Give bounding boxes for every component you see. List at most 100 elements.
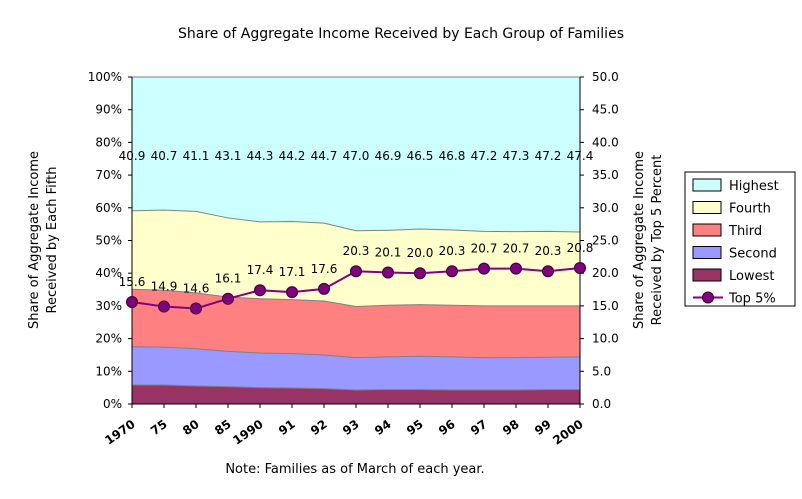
- top5-point: [382, 266, 394, 279]
- top5-point: [478, 262, 490, 275]
- top5-point: [446, 265, 458, 278]
- top5-data-label: 16.1: [215, 272, 242, 286]
- top5-data-label: 14.6: [183, 282, 210, 296]
- highest-data-label: 43.1: [215, 149, 242, 163]
- x-tick-label: 93: [340, 417, 362, 438]
- left-tick-label: 70%: [95, 168, 122, 182]
- top5-point: [126, 295, 138, 308]
- top5-point: [286, 286, 298, 299]
- legend-swatch: [692, 178, 722, 192]
- x-tick-label: 94: [372, 417, 394, 438]
- boundary-third: [131, 288, 580, 308]
- top5-data-label: 20.3: [343, 244, 370, 258]
- highest-data-label: 46.9: [375, 149, 402, 163]
- left-tick-label: 80%: [95, 135, 122, 149]
- highest-data-label: 47.0: [343, 149, 370, 163]
- x-tick-label: 96: [436, 417, 458, 438]
- top5-point: [350, 265, 362, 278]
- top5-data-label: 14.9: [151, 280, 178, 294]
- top5-point: [158, 300, 170, 313]
- legend-swatch-marker: [702, 291, 714, 304]
- left-tick-label: 100%: [88, 70, 122, 84]
- boundary-second: [131, 346, 581, 359]
- top5-point: [254, 284, 266, 297]
- highest-data-label: 46.8: [439, 149, 466, 163]
- x-tick-label: 1990: [230, 417, 265, 448]
- right-tick-label: 0.0: [592, 397, 611, 411]
- top5-data-label: 20.3: [439, 244, 466, 258]
- area-third: [132, 289, 580, 358]
- right-tick-label: 50.0: [592, 70, 619, 84]
- left-axis-title: Share of Aggregate Income: [27, 151, 42, 329]
- top5-point: [414, 267, 426, 280]
- chart-title: Share of Aggregate Income Received by Ea…: [178, 26, 624, 42]
- x-tick-label: 92: [308, 417, 330, 438]
- x-tick-label: 80: [180, 417, 202, 438]
- top5-data-label: 20.7: [471, 242, 498, 256]
- top5-data-label: 20.8: [567, 241, 594, 255]
- chart-note: Note: Families as of March of each year.: [225, 462, 484, 477]
- x-tick-label: 91: [276, 417, 298, 438]
- right-tick-label: 15.0: [592, 299, 619, 313]
- top5-point: [574, 261, 586, 274]
- right-axis-title: Received by Top 5 Percent: [650, 155, 665, 326]
- left-tick-label: 20%: [95, 332, 122, 346]
- left-tick-label: 10%: [95, 364, 122, 378]
- highest-data-label: 47.2: [535, 149, 562, 163]
- top5-data-label: 17.1: [279, 265, 306, 279]
- top5-data-label: 20.1: [375, 246, 402, 260]
- left-tick-label: 60%: [95, 201, 122, 215]
- area-fourth: [132, 210, 580, 307]
- highest-data-label: 41.1: [183, 149, 210, 163]
- right-tick-label: 35.0: [592, 168, 619, 182]
- top5-data-label: 17.6: [311, 262, 338, 276]
- highest-data-label: 40.7: [151, 149, 178, 163]
- top5-point: [510, 262, 522, 275]
- x-tick-label: 2000: [550, 417, 585, 448]
- boundary-fourth: [131, 209, 581, 233]
- top5-data-label: 15.6: [119, 275, 146, 289]
- left-tick-label: 0%: [103, 397, 122, 411]
- top5-point: [190, 302, 202, 315]
- legend-label: Second: [729, 247, 777, 262]
- highest-data-label: 44.2: [279, 149, 306, 163]
- legend-label: Highest: [729, 179, 779, 194]
- right-axis-title: Share of Aggregate Income: [632, 151, 647, 329]
- top5-data-label: 17.4: [247, 263, 274, 277]
- legend-swatch: [692, 246, 722, 259]
- highest-data-label: 47.3: [503, 149, 530, 163]
- legend-swatch: [692, 268, 722, 282]
- right-tick-label: 45.0: [592, 103, 619, 117]
- top5-data-label: 20.0: [407, 246, 434, 260]
- x-tick-label: 95: [404, 417, 426, 438]
- left-tick-label: 40%: [95, 266, 122, 280]
- area-highest: [132, 77, 580, 232]
- top5-point: [318, 282, 330, 295]
- legend-swatch: [692, 223, 722, 237]
- area-lowest: [132, 385, 580, 404]
- highest-data-label: 44.7: [311, 149, 338, 163]
- right-tick-label: 5.0: [592, 364, 611, 378]
- legend-box: [684, 171, 796, 307]
- highest-data-label: 46.5: [407, 149, 434, 163]
- highest-data-label: 40.9: [119, 149, 146, 163]
- left-tick-label: 30%: [95, 299, 122, 313]
- highest-data-label: 47.2: [471, 149, 498, 163]
- left-tick-label: 50%: [95, 234, 122, 248]
- top5-point: [542, 265, 554, 278]
- top5-data-label: 20.3: [535, 244, 562, 258]
- right-tick-label: 20.0: [592, 266, 619, 280]
- x-tick-label: 98: [500, 417, 522, 438]
- legend-label: Top 5%: [728, 292, 776, 307]
- x-tick-label: 97: [468, 417, 490, 438]
- left-axis-title: Received by Each Fifth: [45, 167, 60, 314]
- top5-point: [222, 292, 234, 305]
- boundary-lowest: [132, 384, 580, 391]
- right-tick-label: 10.0: [592, 332, 619, 346]
- right-tick-label: 40.0: [592, 135, 619, 149]
- legend-swatch: [692, 201, 722, 214]
- top5-data-label: 20.7: [503, 242, 530, 256]
- highest-data-label: 47.4: [567, 149, 594, 163]
